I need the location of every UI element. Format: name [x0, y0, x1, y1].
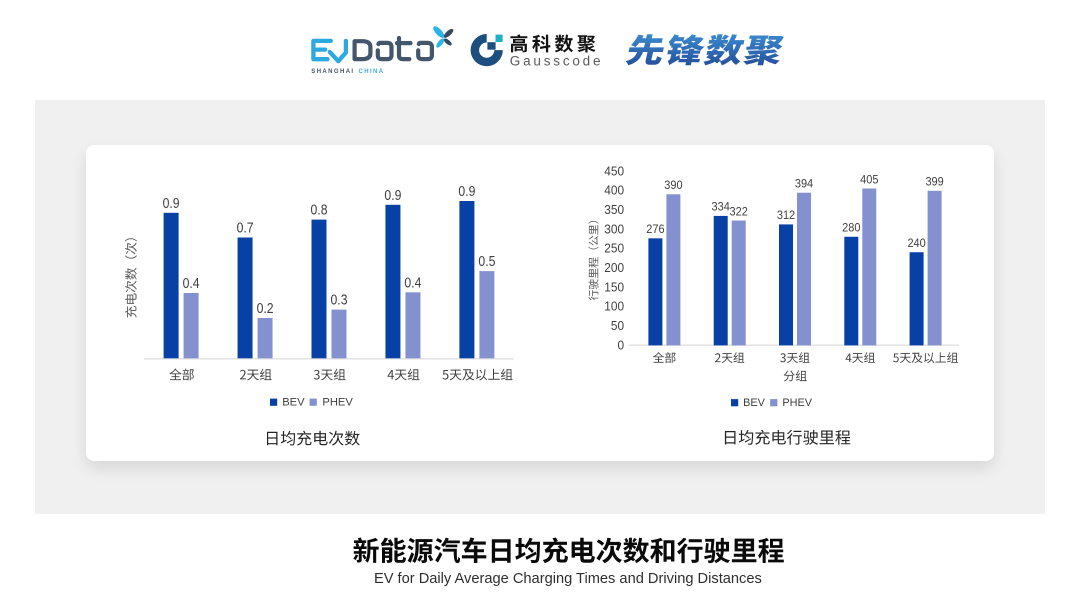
svg-text:PHEV: PHEV	[782, 397, 812, 409]
svg-text:BEV: BEV	[743, 397, 766, 409]
svg-text:0.3: 0.3	[331, 293, 348, 309]
svg-text:240: 240	[907, 237, 925, 250]
svg-text:PHEV: PHEV	[322, 397, 353, 409]
svg-text:276: 276	[646, 223, 664, 236]
svg-text:SHANGHAI: SHANGHAI	[311, 69, 354, 75]
svg-text:BEV: BEV	[282, 397, 305, 409]
svg-text:394: 394	[795, 178, 814, 191]
svg-text:CHINA: CHINA	[359, 69, 385, 75]
svg-text:334: 334	[712, 201, 731, 214]
svg-text:0.9: 0.9	[163, 196, 180, 212]
svg-text:Gausscode: Gausscode	[510, 53, 604, 68]
svg-text:399: 399	[925, 176, 943, 189]
svg-text:322: 322	[730, 205, 748, 218]
svg-text:405: 405	[860, 173, 878, 186]
svg-text:0.5: 0.5	[478, 254, 495, 270]
svg-text:450: 450	[604, 163, 624, 178]
svg-text:312: 312	[777, 209, 795, 222]
svg-text:0: 0	[618, 337, 625, 352]
svg-text:250: 250	[604, 241, 624, 256]
svg-text:0.8: 0.8	[311, 203, 328, 219]
svg-text:0.4: 0.4	[404, 275, 421, 291]
svg-text:0.7: 0.7	[237, 221, 254, 237]
svg-text:EV for Daily Average Charging: EV for Daily Average Charging Times and …	[374, 571, 762, 587]
svg-text:100: 100	[604, 299, 624, 314]
svg-text:300: 300	[604, 221, 624, 236]
svg-text:150: 150	[604, 279, 624, 294]
svg-text:390: 390	[664, 179, 682, 192]
svg-text:0.9: 0.9	[458, 184, 475, 200]
svg-text:0.2: 0.2	[257, 301, 274, 317]
svg-text:0.9: 0.9	[384, 188, 401, 204]
svg-text:280: 280	[842, 222, 860, 235]
svg-text:400: 400	[604, 183, 624, 198]
svg-text:0.4: 0.4	[183, 276, 200, 292]
svg-text:50: 50	[611, 318, 624, 333]
svg-text:350: 350	[604, 202, 624, 217]
svg-text:200: 200	[604, 260, 624, 275]
